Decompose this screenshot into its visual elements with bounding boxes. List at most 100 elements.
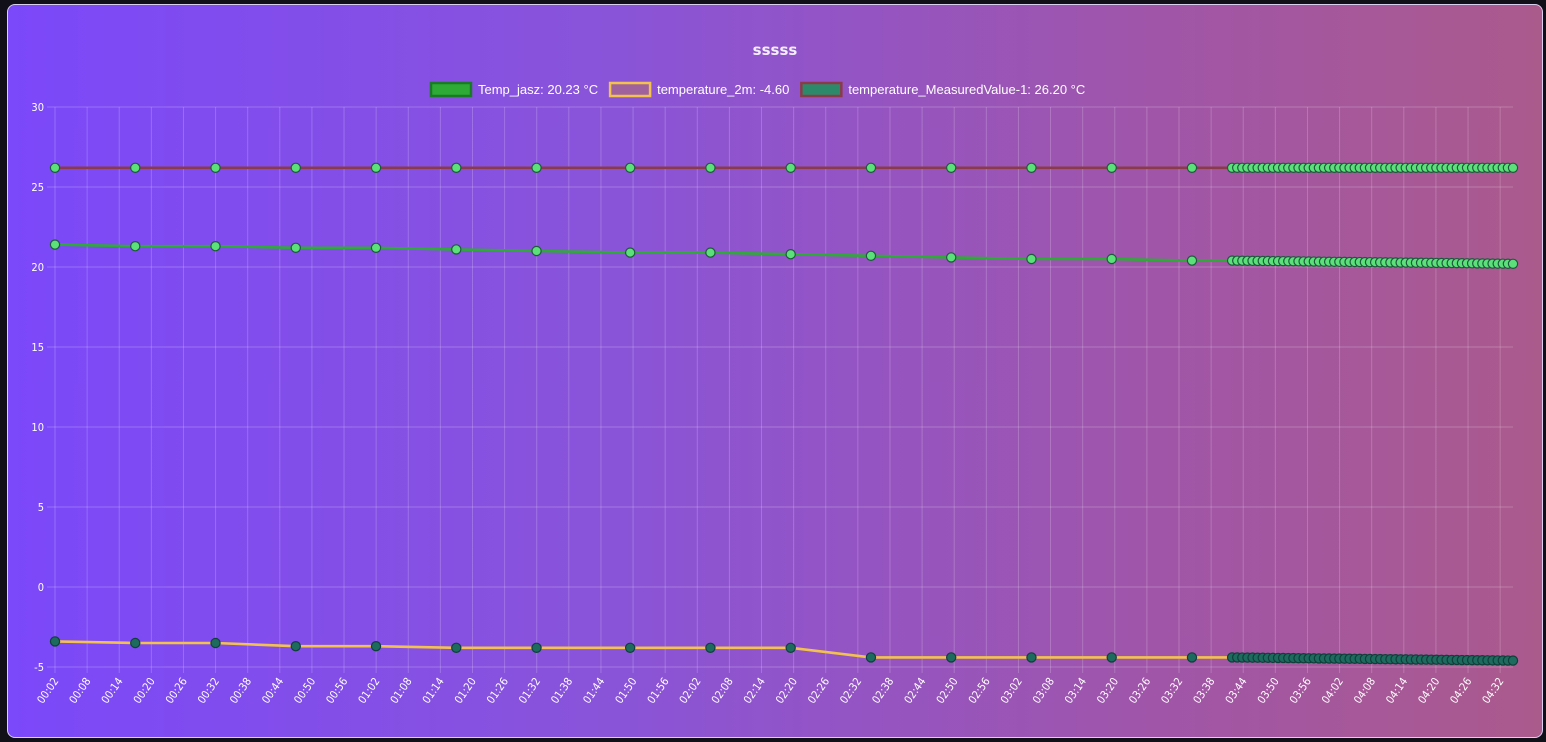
data-point[interactable] — [49, 636, 61, 647]
data-point[interactable] — [785, 248, 796, 260]
x-tick-label: 03:26 — [1126, 675, 1153, 706]
x-tick-label: 02:56 — [966, 675, 993, 706]
data-point[interactable] — [785, 642, 796, 654]
grid — [47, 106, 1513, 673]
x-tick-label: 01:44 — [580, 675, 607, 706]
data-point[interactable] — [785, 162, 796, 173]
x-tick-label: 02:26 — [805, 675, 832, 706]
data-point[interactable] — [1026, 253, 1037, 265]
data-point[interactable] — [1186, 652, 1198, 663]
data-point[interactable] — [624, 642, 636, 654]
data-point[interactable] — [210, 637, 221, 649]
data-point[interactable] — [1186, 255, 1198, 266]
x-tick-label: 00:32 — [195, 675, 222, 706]
data-point[interactable] — [370, 162, 382, 173]
y-tick-label: 25 — [31, 181, 44, 194]
x-tick-label: 00:14 — [99, 675, 126, 706]
data-point[interactable] — [290, 242, 301, 253]
data-point[interactable] — [130, 162, 141, 173]
x-tick-label: 03:02 — [998, 675, 1025, 706]
x-tick-label: 00:02 — [34, 675, 61, 706]
x-tick-label: 01:08 — [388, 675, 415, 706]
x-tick-label: 03:56 — [1287, 675, 1314, 706]
x-tick-label: 00:50 — [291, 675, 318, 706]
x-tick-label: 03:32 — [1158, 675, 1185, 706]
data-point[interactable] — [1106, 253, 1117, 265]
x-tick-label: 01:14 — [420, 675, 447, 706]
x-axis: 00:02 00:08 00:14 00:20 00:26 00:32 00:38 00:44… — [34, 675, 1506, 706]
x-tick-label: 02:20 — [773, 675, 800, 706]
data-point[interactable] — [531, 642, 542, 654]
x-tick-label: 03:50 — [1255, 675, 1282, 706]
data-point[interactable] — [1507, 258, 1519, 269]
x-tick-label: 00:20 — [131, 675, 158, 706]
data-point[interactable] — [1106, 162, 1117, 173]
data-point[interactable] — [705, 642, 716, 654]
legend-label: Temp_jasz: 20.23 °C — [478, 82, 598, 97]
x-tick-label: 01:50 — [613, 675, 640, 706]
x-tick-label: 00:38 — [227, 675, 254, 706]
data-point[interactable] — [705, 162, 716, 173]
legend-label: temperature_MeasuredValue-1: 26.20 °C — [848, 82, 1085, 97]
x-tick-label: 00:08 — [67, 675, 94, 706]
x-tick-label: 02:50 — [934, 675, 961, 706]
data-point[interactable] — [946, 162, 957, 173]
series-1 — [49, 636, 1519, 666]
x-tick-label: 01:02 — [356, 675, 383, 706]
x-tick-label: 04:08 — [1351, 675, 1378, 706]
x-tick-label: 02:38 — [869, 675, 896, 706]
y-tick-label: 15 — [31, 341, 44, 354]
data-point[interactable] — [451, 162, 462, 173]
y-tick-label: 5 — [38, 501, 44, 514]
data-point[interactable] — [370, 242, 382, 253]
data-point[interactable] — [370, 641, 382, 652]
data-point[interactable] — [49, 239, 61, 250]
data-point[interactable] — [946, 652, 957, 663]
data-point[interactable] — [290, 641, 301, 652]
data-point[interactable] — [531, 162, 542, 173]
data-point[interactable] — [531, 245, 542, 257]
x-tick-label: 03:38 — [1191, 675, 1218, 706]
data-point[interactable] — [1186, 162, 1198, 173]
data-point[interactable] — [865, 652, 877, 663]
x-tick-label: 02:14 — [741, 675, 768, 706]
x-tick-label: 01:38 — [548, 675, 575, 706]
x-tick-label: 04:02 — [1319, 675, 1346, 706]
data-point[interactable] — [130, 240, 141, 252]
y-tick-label: -5 — [34, 661, 44, 674]
legend-item[interactable]: temperature_MeasuredValue-1: 26.20 °C — [800, 81, 1085, 98]
legend-item[interactable]: Temp_jasz: 20.23 °C — [429, 81, 598, 98]
y-axis: 30 25 20 15 10 5 0 -5 — [31, 101, 44, 674]
series-0 — [49, 239, 1519, 269]
x-tick-label: 00:44 — [259, 675, 286, 706]
data-point[interactable] — [624, 162, 636, 173]
data-point[interactable] — [290, 162, 301, 173]
legend[interactable]: Temp_jasz: 20.23 °C temperature_2m: -4.60… — [429, 81, 1085, 98]
legend-item[interactable]: temperature_2m: -4.60 — [608, 81, 789, 98]
x-tick-label: 04:14 — [1383, 675, 1410, 706]
legend-swatch — [429, 81, 473, 98]
legend-swatch — [800, 81, 843, 98]
data-point[interactable] — [451, 244, 462, 255]
data-point[interactable] — [210, 240, 221, 252]
data-point[interactable] — [624, 247, 636, 258]
data-point[interactable] — [705, 247, 716, 258]
data-point[interactable] — [1026, 162, 1037, 173]
data-point[interactable] — [451, 642, 462, 654]
x-tick-label: 00:26 — [163, 675, 190, 706]
data-point[interactable] — [210, 162, 221, 173]
chart-title: sssss — [753, 41, 798, 59]
data-point[interactable] — [49, 162, 61, 173]
data-point[interactable] — [865, 162, 877, 173]
data-point[interactable] — [1026, 652, 1037, 663]
data-point[interactable] — [1106, 652, 1117, 663]
x-tick-label: 01:32 — [516, 675, 543, 706]
y-tick-label: 30 — [31, 101, 44, 114]
data-point[interactable] — [865, 250, 877, 261]
data-point[interactable] — [1507, 162, 1519, 173]
data-point[interactable] — [130, 637, 141, 649]
data-point[interactable] — [946, 252, 957, 263]
y-tick-label: 10 — [31, 421, 44, 434]
data-point[interactable] — [1507, 655, 1519, 666]
x-tick-label: 02:32 — [837, 675, 864, 706]
